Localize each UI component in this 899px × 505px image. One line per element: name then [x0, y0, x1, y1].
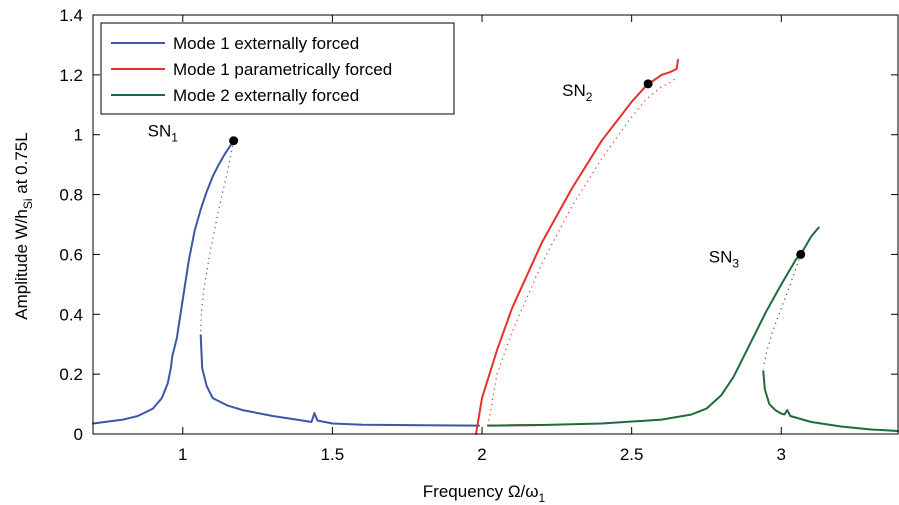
x-tick-label: 1 — [178, 445, 187, 464]
y-tick-label: 1 — [74, 126, 83, 145]
series-1-stable-branch-2 — [199, 334, 480, 427]
legend: Mode 1 externally forced Mode 1 parametri… — [100, 22, 455, 115]
sn-label-1: SN1 — [148, 122, 179, 145]
y-tick-label: 1.4 — [59, 6, 83, 25]
x-tick-label: 3 — [777, 445, 786, 464]
y-axis-label: Amplitude W/hSi at 0.75L — [12, 132, 35, 319]
x-axis-label: Frequency Ω/ω1 — [423, 482, 546, 505]
y-tick-label: 0.4 — [59, 305, 83, 324]
y-tick-label: 1.2 — [59, 66, 83, 85]
axes-frame — [92, 14, 899, 435]
y-tick-label: 0.2 — [59, 365, 83, 384]
series-1 — [92, 139, 480, 427]
legend-label-2: Mode 1 parametrically forced — [173, 60, 392, 79]
y-tick-label: 0.6 — [59, 245, 83, 264]
legend-label-3: Mode 2 externally forced — [173, 86, 359, 105]
series-3-stable-branch-2 — [762, 370, 899, 432]
axes: 1 1.5 2 2.5 3 0 0.2 0.4 0.6 0.8 1 1.2 1.4 — [59, 6, 899, 464]
sn-marker-1 — [229, 136, 239, 146]
sn-marker-2 — [643, 79, 653, 89]
sn-label-3: SN3 — [709, 247, 740, 270]
series-2-stable-branch-1 — [475, 58, 679, 435]
sn-marker-3 — [796, 249, 806, 259]
y-tick-label: 0.8 — [59, 186, 83, 205]
series-3-unstable-branch — [762, 254, 802, 369]
x-tick-label: 1.5 — [321, 445, 345, 464]
x-tick-label: 2.5 — [620, 445, 644, 464]
sn-label-2: SN2 — [562, 81, 593, 104]
legend-label-1: Mode 1 externally forced — [173, 34, 359, 53]
y-tick-label: 0 — [74, 425, 83, 444]
x-tick-label: 2 — [477, 445, 486, 464]
saddle-node-markers: SN1 SN2 SN3 — [148, 79, 806, 270]
series-1-stable-branch-1 — [92, 139, 235, 425]
